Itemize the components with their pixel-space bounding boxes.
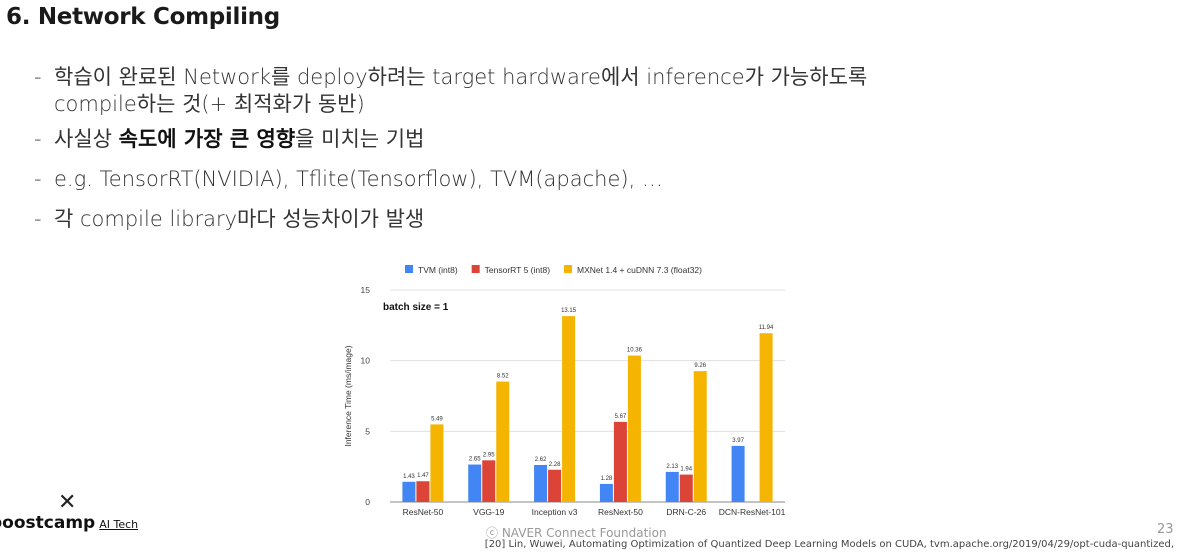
data-label: 11.94 — [759, 325, 774, 331]
y-tick-label: 10 — [361, 356, 371, 366]
data-label: 10.36 — [627, 348, 643, 354]
bar — [759, 333, 773, 502]
bar — [416, 481, 430, 502]
data-label: 2.95 — [483, 452, 495, 458]
data-label: 1.43 — [403, 474, 415, 480]
legend-swatch — [405, 265, 413, 273]
chart-annotation: batch size = 1 — [383, 302, 449, 313]
data-label: 5.67 — [615, 414, 627, 420]
bullet-text-pre: 사실상 — [54, 127, 119, 151]
x-tick-label: DRN-C-26 — [666, 507, 706, 517]
bar — [731, 445, 745, 502]
bullet-item: -각 compile library마다 성능차이가 발생 — [34, 206, 1134, 233]
y-tick-label: 0 — [365, 497, 370, 507]
data-label: 9.26 — [694, 363, 706, 369]
bullet-text-continued: compile하는 것(+ 최적화가 동반) — [54, 92, 365, 116]
bar — [430, 424, 444, 502]
y-axis-label: Inference Time (ms/image) — [343, 345, 353, 446]
copyright-text: ⓒ NAVER Connect Foundation — [486, 526, 667, 540]
inference-time-chart: TVM (int8) TensorRT 5 (int8) MXNet 1.4 + c… — [335, 258, 800, 520]
bar — [562, 316, 576, 502]
bullet-text: 각 compile library마다 성능차이가 발생 — [54, 207, 425, 231]
legend-label: MXNet 1.4 + cuDNN 7.3 (float32) — [577, 265, 702, 275]
bullet-text: e.g. TensorRT(NVIDIA), Tflite(Tensorflow… — [54, 167, 663, 191]
data-label: 2.13 — [666, 464, 678, 470]
data-label: 2.62 — [535, 457, 547, 463]
data-label: 1.94 — [680, 467, 692, 473]
bullet-item: - e.g. TensorRT(NVIDIA), Tflite(Tensorflo… — [34, 166, 1134, 193]
x-tick-label: DCN-ResNet-101 — [719, 507, 786, 517]
legend-swatch — [471, 265, 480, 273]
boostcamp-logo: boostcamp AI Tech — [0, 513, 138, 533]
data-label: 1.47 — [417, 473, 429, 479]
legend-swatch — [564, 265, 573, 273]
x-tick-label: ResNet-50 — [403, 507, 444, 517]
bar — [679, 474, 693, 502]
slide-title: 6. Network Compiling — [6, 4, 280, 30]
bar — [548, 469, 562, 502]
data-label: 2.65 — [469, 457, 481, 463]
y-tick-label: 5 — [365, 426, 370, 436]
x-tick-label: Inception v3 — [532, 507, 578, 517]
bar-chart-svg: TVM (int8) TensorRT 5 (int8) MXNet 1.4 + c… — [343, 265, 786, 517]
legend-label: TensorRT 5 (int8) — [485, 265, 551, 275]
page-number: 23 — [1157, 522, 1174, 537]
bar — [693, 371, 707, 502]
data-label: 3.97 — [732, 438, 744, 444]
bar — [482, 460, 496, 502]
x-tick-label: VGG-19 — [473, 507, 504, 517]
reference-citation: [20] Lin, Wuwei, Automating Optimization… — [484, 539, 1174, 550]
bullet-dash: - — [34, 65, 42, 89]
bullet-item: - 사실상 속도에 가장 큰 영향을 미치는 기법 — [34, 126, 1134, 153]
bullet-list: - 학습이 완료된 Network를 deploy하려는 target hardw… — [34, 64, 1134, 246]
data-label: 1.28 — [601, 476, 613, 482]
bullet-dash: - — [34, 207, 42, 231]
bar — [496, 381, 510, 502]
bullet-text-post: 을 미치는 기법 — [295, 127, 425, 151]
bullet-dash: - — [34, 127, 42, 151]
bullet-text-bold: 속도에 가장 큰 영향 — [118, 127, 296, 151]
bar — [613, 421, 627, 502]
data-label: 2.28 — [549, 462, 561, 468]
data-label: 5.49 — [431, 416, 443, 422]
bar — [402, 481, 416, 502]
bar — [468, 464, 482, 502]
boostcamp-x-icon: ✕ — [58, 490, 77, 515]
x-tick-label: ResNext-50 — [598, 507, 643, 517]
bar — [665, 471, 679, 502]
logo-text: boostcamp — [0, 513, 96, 533]
bar — [534, 464, 548, 502]
logo-subtext: AI Tech — [99, 518, 139, 531]
y-tick-label: 15 — [361, 285, 371, 295]
legend-label: TVM (int8) — [418, 265, 458, 275]
data-label: 8.52 — [497, 374, 509, 380]
bullet-item: - 학습이 완료된 Network를 deploy하려는 target hardw… — [34, 64, 1134, 118]
bullet-dash: - — [34, 167, 42, 191]
data-label: 13.15 — [561, 308, 577, 314]
bullet-text: 학습이 완료된 Network를 deploy하려는 target hardwa… — [54, 65, 868, 89]
bar — [627, 355, 641, 502]
bar — [599, 483, 613, 502]
